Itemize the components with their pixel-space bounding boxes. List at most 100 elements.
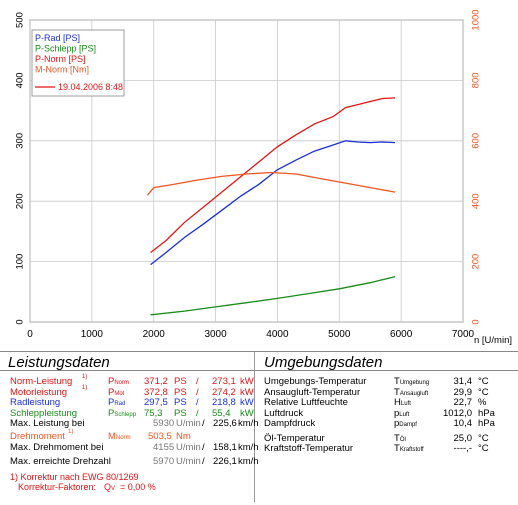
y-right-tick-label: 0 (471, 319, 482, 324)
row-symbol-main: P (108, 407, 115, 419)
umgebung-symbol-main: H (394, 397, 401, 408)
umgebung-unit: hPa (478, 407, 495, 419)
row-value-ps: 372,8 (144, 386, 168, 398)
row-unit-kw: kW (240, 386, 254, 398)
y-right-tick-label: 800 (471, 72, 482, 88)
umgebung-symbol-main: T (394, 432, 400, 444)
row-symbol-sub: Schlepp (114, 411, 137, 418)
umgebung-symbol-main: p (394, 407, 400, 419)
row-value-kw: 218,8 (212, 397, 236, 408)
umgebung-symbol-sub: Dampf (399, 422, 417, 428)
umgebung-symbol: T Kraftstoff (394, 443, 424, 454)
panel-divider-line (0, 370, 518, 371)
panel-top-line (0, 351, 518, 352)
umgebung-label: Kraftstoff-Temperatur (264, 443, 354, 454)
row-unit-ps: PS (174, 386, 187, 398)
umgebung-symbol-sub: Ansaugluft (399, 390, 429, 397)
umgebung-value: ----,- (453, 443, 472, 454)
legend-entry: P-Schlepp [PS] (35, 44, 96, 54)
umgebung-symbol-sub: Umgebung (399, 380, 430, 386)
x-axis-label: n [U/min] (474, 335, 512, 346)
umgebung-value: 1012,0 (442, 407, 472, 419)
series-line (150, 97, 396, 254)
row-symbol-main: P (108, 376, 115, 387)
leistung-panel: Leistungsdaten Norm-Leistung 1) P Norm 371,2… (2, 352, 259, 502)
chart-axes: 0 1000 2000 3000 4000 5000 6000 700001002003004… (15, 9, 512, 346)
row-symbol: P Rad (108, 397, 125, 408)
row-value-kw: 273,1 (212, 376, 236, 387)
y-right-tick-label: 1000 (471, 9, 482, 30)
max-leistung-row-unit2: km/h (238, 418, 259, 429)
umgebung-label: Umgebungs-Temperatur (264, 376, 367, 387)
umgebung-label: Relative Luftfeuchte (264, 397, 348, 408)
umgebung-symbol-sub: Kraftstoff (399, 447, 424, 453)
max-leistung-row-sep: / (202, 418, 205, 429)
umgebung-symbol-main: p (394, 418, 400, 429)
legend-timestamp: 19.04.2006 8:48 (58, 82, 123, 92)
umgebung-label: Öl-Temperatur (264, 432, 325, 444)
x-tick-label: 1000 (81, 329, 104, 340)
footnote-faktoren-value: = 0,00 % (120, 482, 156, 492)
row-symbol: P Schlepp (108, 407, 136, 419)
row-label: Radleistung (10, 397, 61, 408)
row-unit-kw: kW (240, 407, 254, 419)
umgebung-symbol: p Luft (394, 407, 409, 419)
max-drehmoment-row-unit1: U/min (176, 442, 201, 453)
row-symbol: P Norm (108, 376, 129, 387)
row-unit-kw: kW (240, 376, 254, 387)
max-drehzahl-row-sep: / (202, 456, 205, 467)
row-symbol-sub: Rad (114, 401, 126, 407)
row-label: Norm-Leistung (10, 376, 73, 387)
umgebung-value: 31,4 (453, 376, 473, 387)
row-sep: / (196, 386, 199, 398)
umgebung-unit: % (478, 397, 487, 408)
x-tick-label: 3000 (204, 329, 227, 340)
umgebung-symbol-sub: Luft (400, 401, 411, 407)
umgebung-label: Luftdruck (264, 407, 304, 419)
y-left-tick-label: 100 (15, 254, 26, 270)
max-leistung-row-speed: 225,6 (213, 418, 237, 429)
drehmoment-symbol-main: M (108, 431, 116, 442)
umgebung-symbol-main: T (394, 386, 400, 398)
drehmoment-footnote-mark: 1) (68, 429, 74, 435)
umgebung-symbol-sub: Luft (399, 411, 410, 418)
umgebung-label: Dampfdruck (264, 418, 316, 429)
y-right-tick-label: 600 (471, 133, 482, 149)
row-symbol-sub: Mot (114, 390, 125, 397)
legend-entry: P-Norm [PS] (35, 54, 86, 64)
footnote-korrektur: 1) Korrektur nach EWG 80/1269 (10, 472, 139, 482)
y-left-tick-label: 0 (15, 319, 26, 324)
legend-entry: M-Norm [Nm] (35, 65, 89, 75)
umgebung-value: 25,0 (453, 432, 473, 444)
max-drehzahl-row-unit2: km/h (238, 456, 259, 467)
umgebung-symbol-main: T (394, 443, 400, 454)
x-tick-label: 6000 (390, 329, 413, 340)
y-right-tick-label: 400 (471, 193, 482, 209)
max-drehmoment-row-speed: 158,1 (213, 442, 237, 453)
max-drehmoment-row-unit2: km/h (238, 442, 259, 453)
x-tick-label: 4000 (266, 329, 289, 340)
row-footnote-mark: 1) (81, 384, 88, 391)
drehmoment-symbol: M Norm (108, 431, 131, 442)
x-tick-label: 5000 (328, 329, 351, 340)
max-drehzahl-row-unit1: U/min (176, 456, 201, 467)
umgebung-symbol-main: T (394, 376, 400, 387)
row-unit-ps: PS (174, 407, 187, 419)
row-unit-ps: PS (174, 397, 187, 408)
max-drehmoment-row-sep: / (202, 442, 205, 453)
umgebung-unit: °C (478, 443, 489, 454)
max-drehmoment-row-rpm: 4155 (153, 442, 175, 453)
max-leistung-row-label: Max. Leistung bei (10, 418, 85, 429)
row-label: Motorleistung (10, 386, 68, 398)
row-symbol-main: P (108, 386, 115, 398)
series-line (146, 171, 396, 196)
row-value-kw: 55,4 (212, 407, 231, 419)
max-drehzahl-row-speed: 226,1 (213, 456, 237, 467)
row-value-ps: 75,3 (144, 407, 163, 419)
umgebung-panel: Umgebungsdaten Umgebungs-Temperatur T Umge… (258, 352, 516, 502)
umgebung-symbol: H Luft (394, 397, 411, 408)
max-drehzahl-row-rpm: 5970 (153, 456, 175, 467)
row-sep: / (196, 376, 199, 387)
umgebung-symbol: T Öl (394, 432, 406, 444)
max-leistung-row-rpm: 5930 (153, 418, 175, 429)
